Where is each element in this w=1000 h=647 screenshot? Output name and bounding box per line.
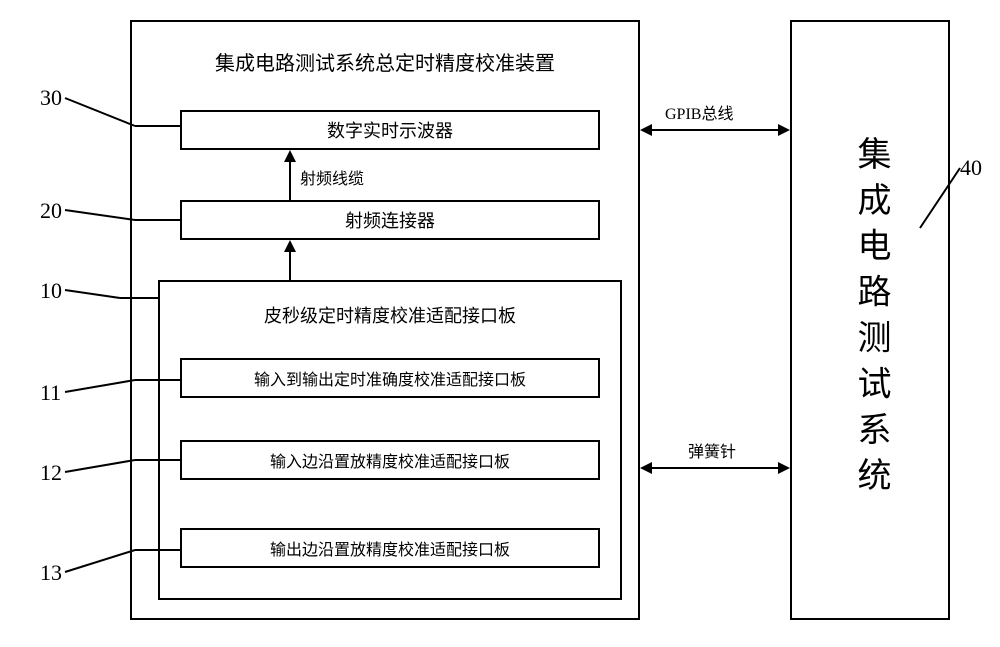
test-system-box: 集成电路测试系统 <box>790 20 950 620</box>
adapter-item-3-label: 输出边沿置放精度校准适配接口板 <box>270 536 510 560</box>
oscilloscope-label: 数字实时示波器 <box>327 117 453 143</box>
callout-40: 40 <box>960 155 982 181</box>
adapter-item-3: 输出边沿置放精度校准适配接口板 <box>180 528 600 568</box>
test-system-label: 集成电路测试系统 <box>853 136 887 503</box>
oscilloscope-box: 数字实时示波器 <box>180 110 600 150</box>
callout-20-line <box>65 210 180 224</box>
arrow-gpib <box>640 120 790 140</box>
callout-30-line <box>65 98 180 128</box>
arrow-rf-to-osc <box>280 150 300 200</box>
callout-11: 11 <box>40 380 61 406</box>
callout-10: 10 <box>40 278 62 304</box>
callout-13: 13 <box>40 560 62 586</box>
callout-12-line <box>65 458 180 476</box>
arrow-pogo <box>640 458 790 478</box>
adapter-item-2: 输入边沿置放精度校准适配接口板 <box>180 440 600 480</box>
callout-13-line <box>65 548 180 574</box>
callout-11-line <box>65 378 180 396</box>
callout-40-line <box>920 168 960 228</box>
callout-12: 12 <box>40 460 62 486</box>
callout-20: 20 <box>40 198 62 224</box>
adapter-board-title: 皮秒级定时精度校准适配接口板 <box>160 302 620 328</box>
callout-10-line <box>65 288 160 302</box>
adapter-item-2-label: 输入边沿置放精度校准适配接口板 <box>270 448 510 472</box>
rf-connector-label: 射频连接器 <box>345 207 435 233</box>
main-title: 集成电路测试系统总定时精度校准装置 <box>132 47 638 76</box>
arrow-adapter-to-rf <box>280 240 300 280</box>
callout-30: 30 <box>40 85 62 111</box>
adapter-item-1: 输入到输出定时准确度校准适配接口板 <box>180 358 600 398</box>
rf-cable-label: 射频线缆 <box>300 165 364 189</box>
rf-connector-box: 射频连接器 <box>180 200 600 240</box>
adapter-item-1-label: 输入到输出定时准确度校准适配接口板 <box>254 366 526 390</box>
